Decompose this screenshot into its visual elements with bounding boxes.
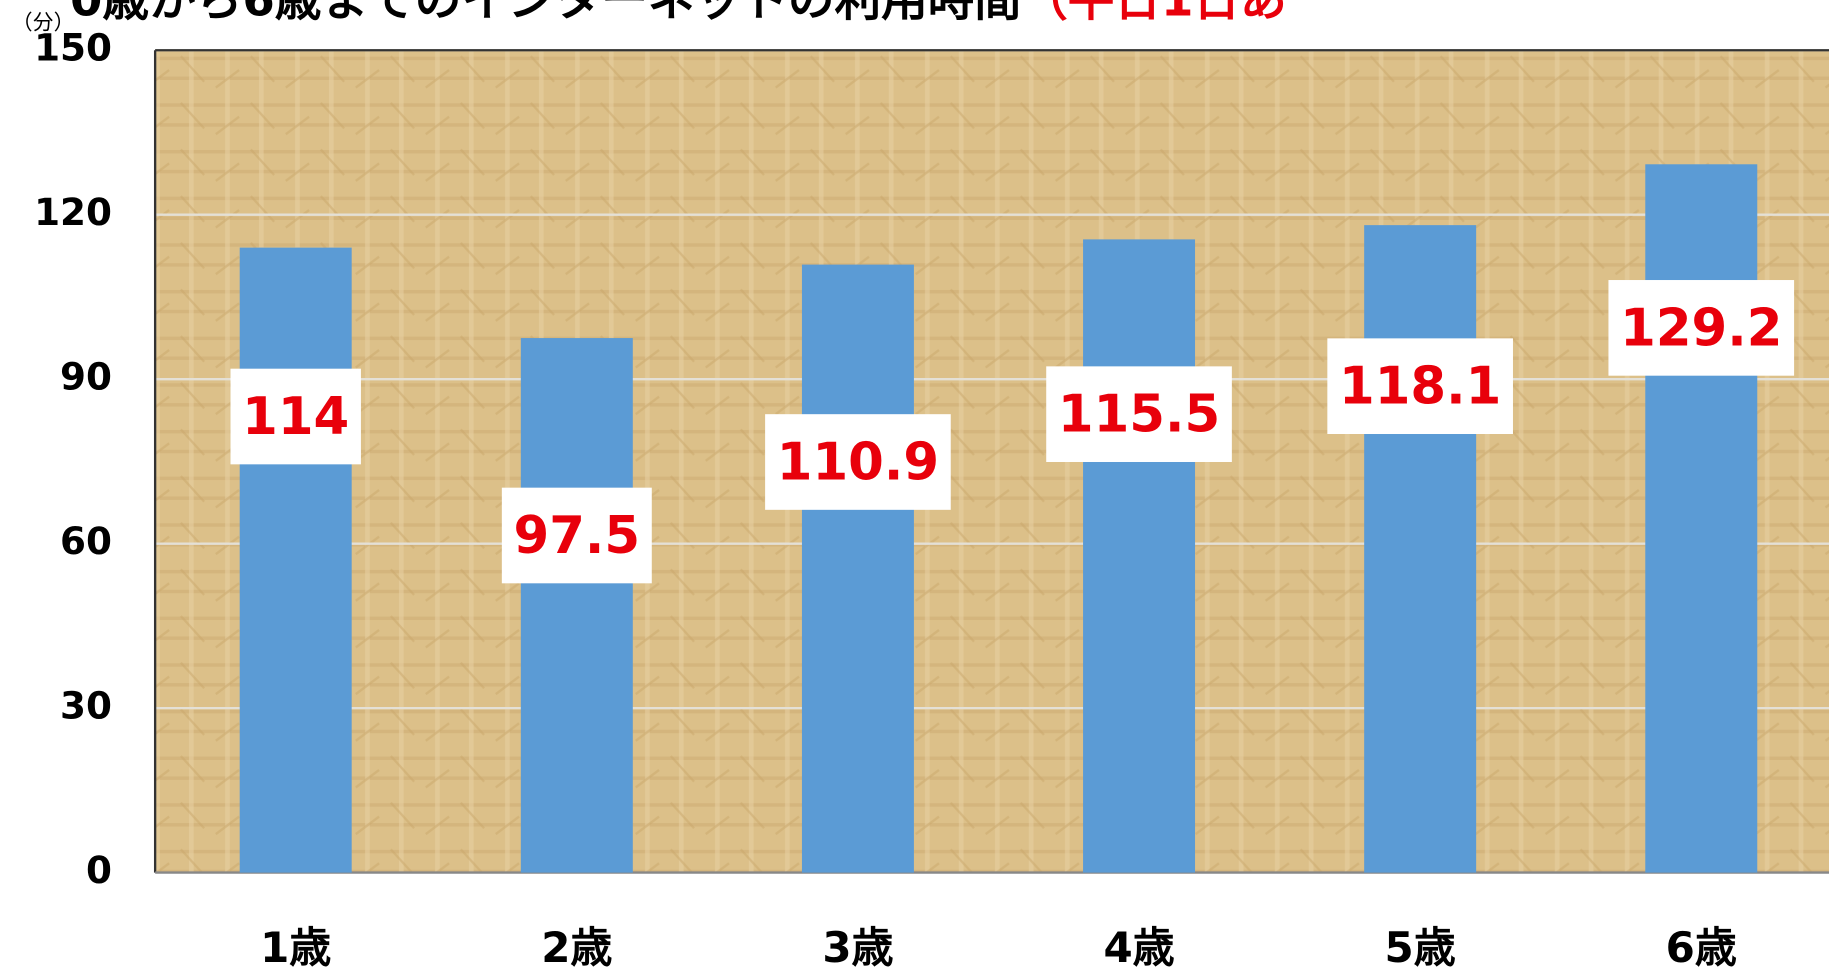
data-label-box (1046, 366, 1232, 463)
bar (1645, 164, 1758, 873)
plot-background (155, 50, 1829, 873)
data-label: 114 (242, 387, 349, 447)
data-label: 129.2 (1620, 298, 1782, 358)
x-tick-label: 4歳 (1103, 923, 1174, 972)
x-tick-label: 1歳 (260, 923, 331, 972)
data-label: 97.5 (514, 506, 641, 566)
title-note: （平日1日あ (1021, 0, 1287, 27)
data-label-box (230, 368, 361, 465)
bar (520, 338, 633, 873)
y-tick-label: 120 (34, 190, 112, 234)
y-tick-label: 0 (86, 848, 112, 892)
data-label-box (765, 414, 951, 510)
y-tick-label: 150 (34, 26, 112, 70)
y-tick-label: 60 (60, 519, 112, 563)
y-tick-label: 30 (60, 684, 112, 728)
bar (1364, 225, 1477, 873)
x-tick-label: 6歳 (1666, 923, 1737, 972)
data-label-box (1327, 338, 1513, 435)
data-label: 118.1 (1339, 357, 1501, 417)
y-tick-label: 90 (60, 355, 112, 399)
data-label: 115.5 (1058, 385, 1220, 445)
bar (801, 264, 914, 873)
data-label-box (1608, 280, 1795, 376)
data-label-box (501, 487, 652, 584)
title-main: 0歳から6歳までのインターネットの利用時間 (70, 0, 1021, 27)
bar (1083, 239, 1196, 873)
bar (239, 247, 352, 873)
x-tick-label: 5歳 (1385, 923, 1456, 972)
y-unit: （分） (12, 10, 75, 34)
data-label: 110.9 (777, 433, 939, 493)
x-tick-label: 2歳 (541, 923, 612, 972)
chart-title: 0歳から6歳までのインターネットの利用時間（平日1日あ (70, 0, 1287, 27)
x-tick-label: 3歳 (822, 923, 893, 972)
